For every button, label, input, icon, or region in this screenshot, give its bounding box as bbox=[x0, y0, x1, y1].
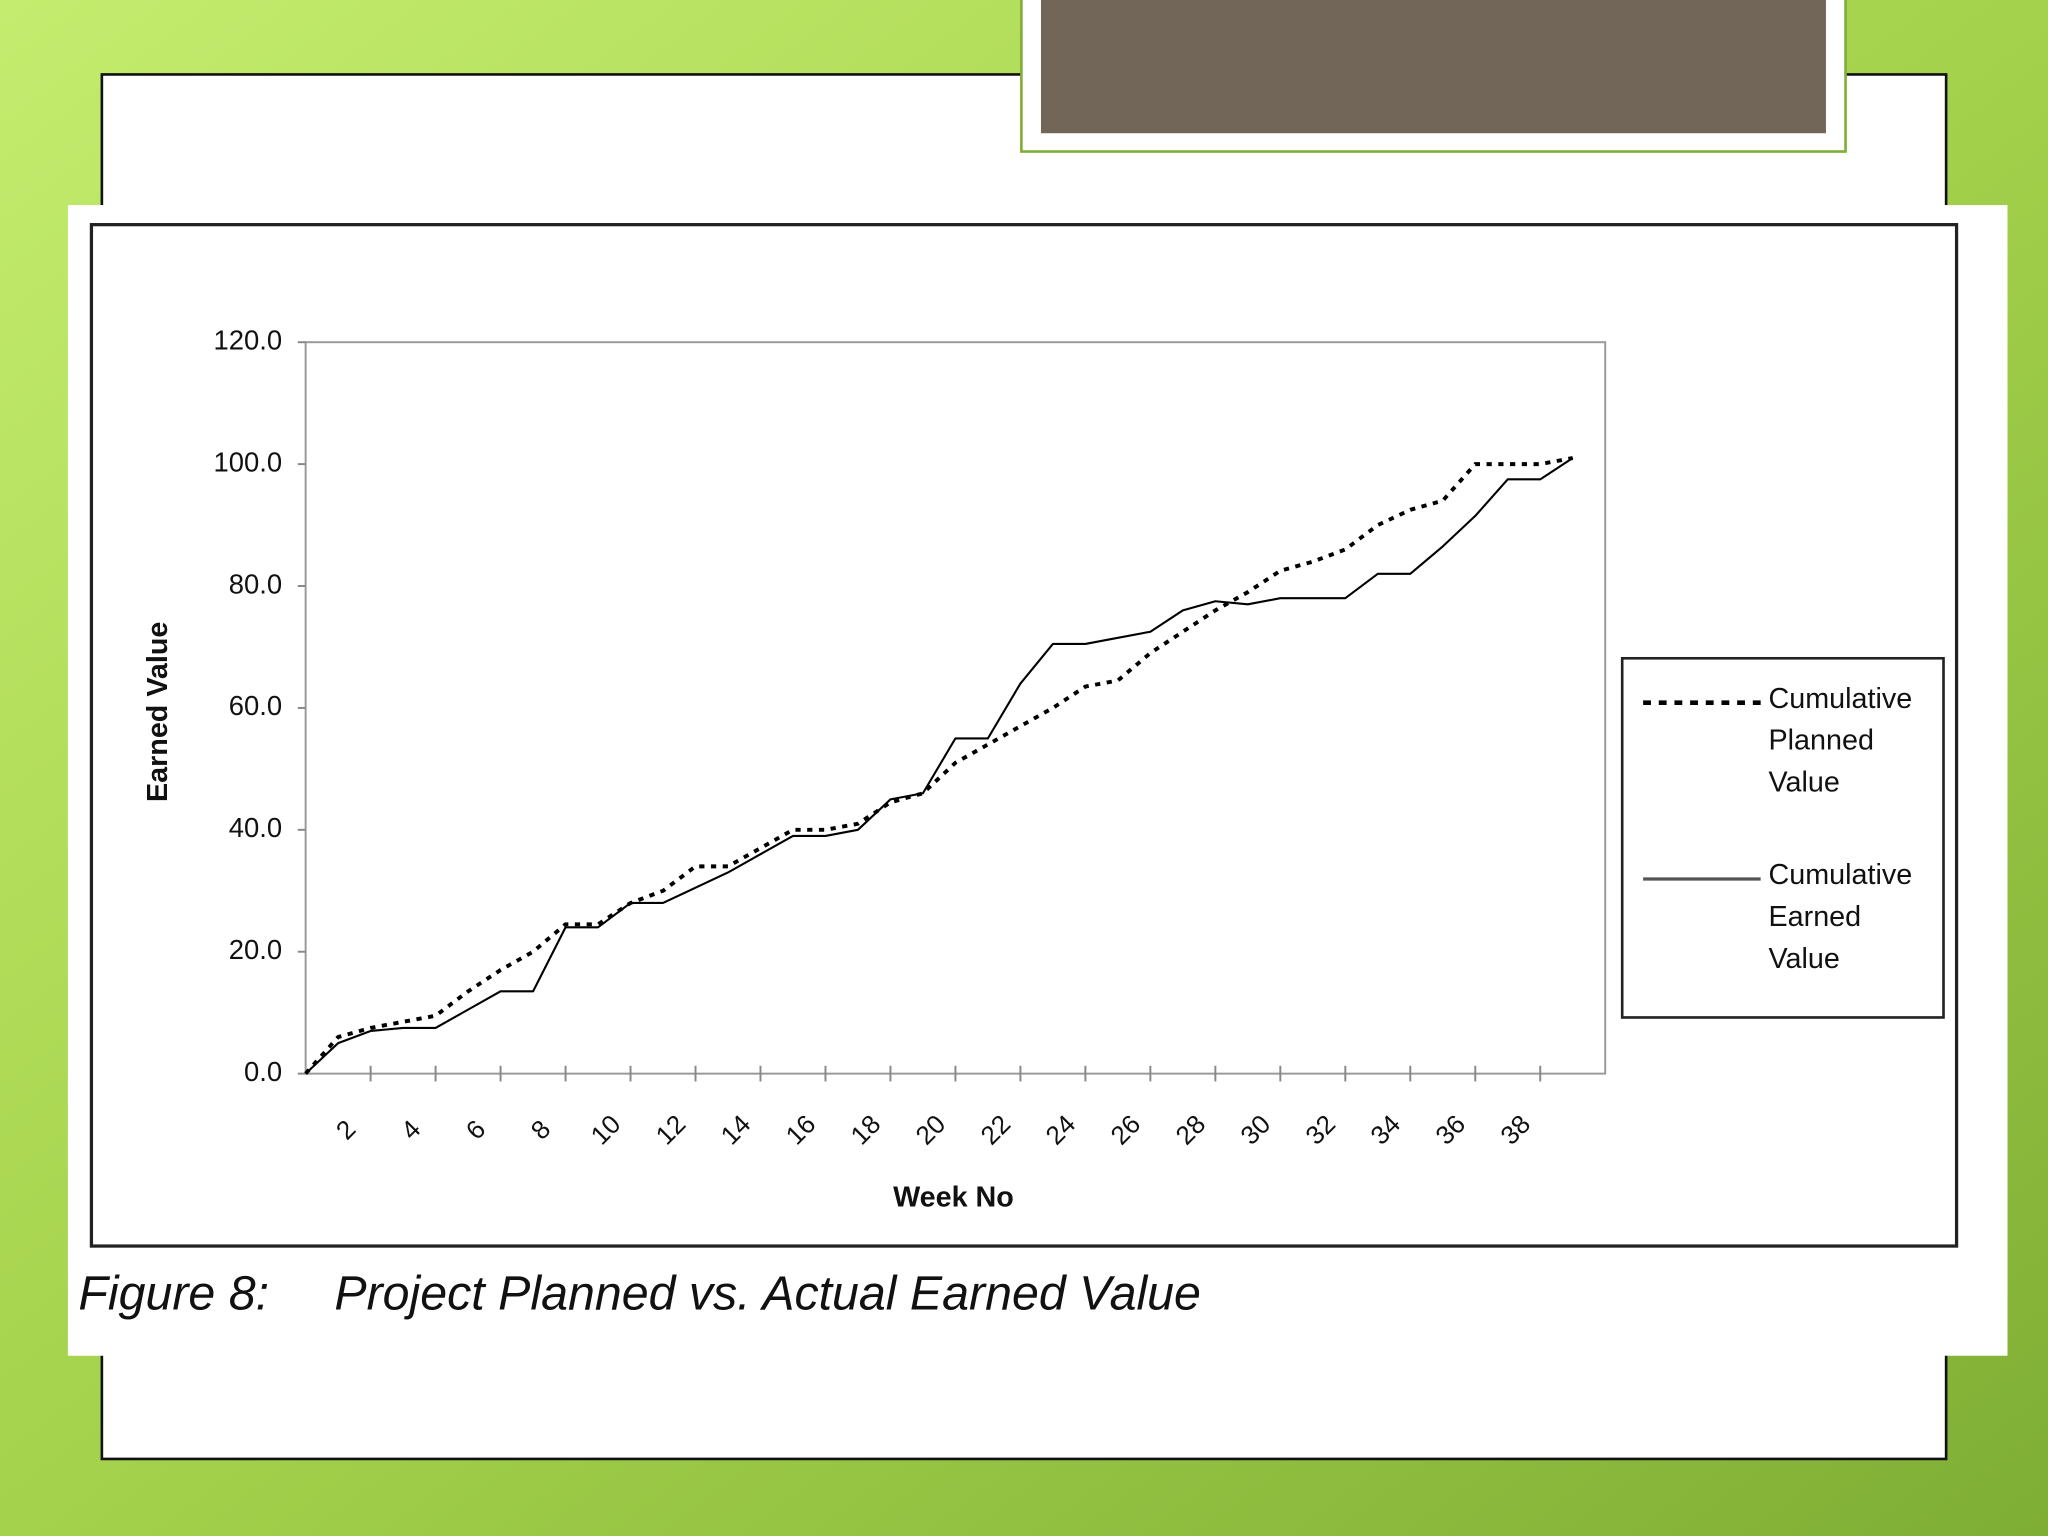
figure-label: Figure 8: bbox=[78, 1267, 269, 1321]
legend-label: Cumulative Planned Value bbox=[1768, 681, 1913, 799]
plot-area bbox=[304, 341, 1607, 1075]
legend-entry: Cumulative Earned Value bbox=[1768, 858, 1913, 975]
y-tick-label: 60.0 bbox=[229, 690, 282, 721]
series-line bbox=[304, 456, 1574, 1075]
y-tick-label: 80.0 bbox=[229, 568, 282, 599]
legend-label: Cumulative Earned Value bbox=[1768, 858, 1913, 975]
y-tick-label: 100.0 bbox=[214, 446, 283, 477]
series-line bbox=[304, 457, 1574, 1075]
title-box bbox=[1040, 0, 1826, 134]
y-tick-label: 20.0 bbox=[229, 934, 282, 965]
legend-entry: Cumulative Planned Value bbox=[1768, 681, 1913, 799]
y-tick-label: 0.0 bbox=[244, 1056, 282, 1087]
x-axis-label: Week No bbox=[893, 1182, 1014, 1214]
y-tick-label: 40.0 bbox=[229, 812, 282, 843]
y-axis-label: Earned Value bbox=[142, 622, 174, 802]
figure-title: Project Planned vs. Actual Earned Value bbox=[334, 1267, 1201, 1321]
y-tick-label: 120.0 bbox=[214, 324, 283, 355]
legend-box bbox=[1620, 656, 1945, 1019]
